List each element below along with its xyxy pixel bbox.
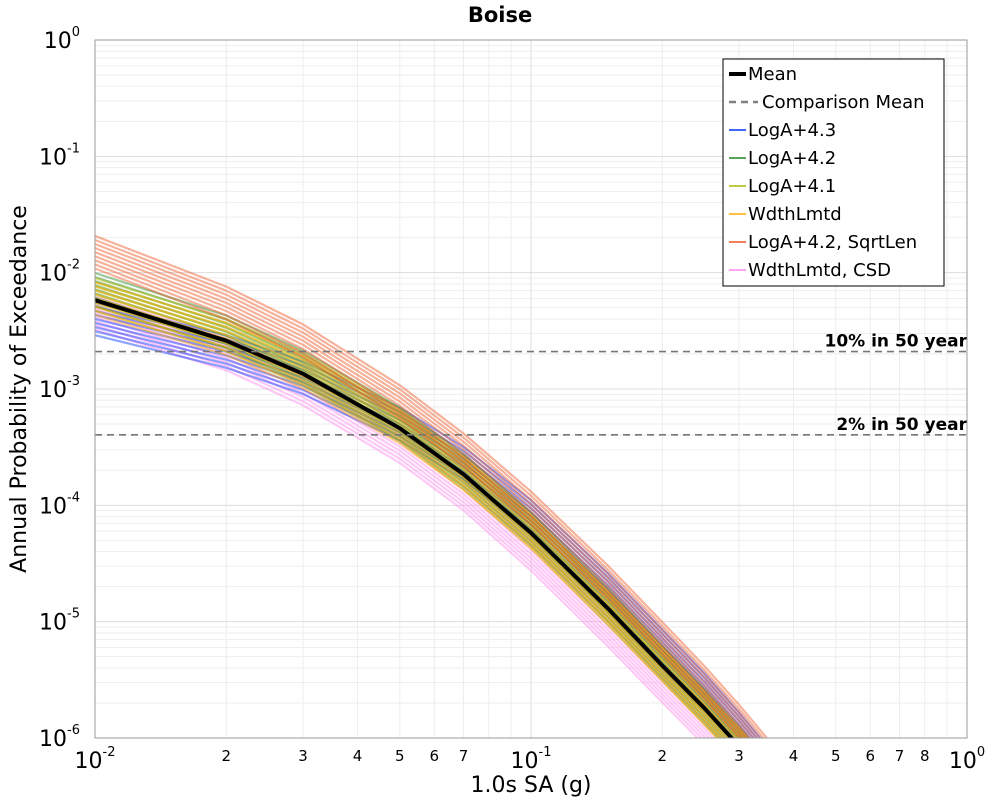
series-curve xyxy=(95,313,719,738)
y-tick-label: 10-5 xyxy=(39,607,80,636)
x-tick-label: 6 xyxy=(866,747,876,765)
series-curves xyxy=(95,234,769,738)
y-tick-label: 10-4 xyxy=(39,490,80,519)
series-curve xyxy=(95,307,719,738)
series-curve xyxy=(95,304,721,738)
series-curve xyxy=(95,305,723,738)
series-curve xyxy=(95,328,700,738)
series-curve xyxy=(95,301,731,738)
y-axis-ticks: 100 10-1 10-2 10-3 10-4 10-5 10-6 xyxy=(39,25,80,752)
series-curve xyxy=(95,309,755,738)
legend-label: LogA+4.2 xyxy=(748,148,836,169)
x-tick-label: 100 xyxy=(949,745,985,774)
series-curve xyxy=(95,300,725,738)
series-curve xyxy=(95,311,715,738)
x-tick-label: 7 xyxy=(895,747,905,765)
series-curve xyxy=(95,263,745,738)
series-curve xyxy=(95,275,747,738)
x-tick-label: 5 xyxy=(395,747,405,765)
series-curve xyxy=(95,247,759,738)
legend-label: Comparison Mean xyxy=(762,92,925,113)
legend-label: WdthLmtd xyxy=(748,204,842,225)
series-curve xyxy=(95,321,745,738)
chart-title: Boise xyxy=(468,3,532,27)
y-tick-label: 10-3 xyxy=(39,374,80,403)
series-curve xyxy=(95,317,749,738)
series-curve xyxy=(95,238,765,738)
series-curve xyxy=(95,326,742,738)
series-curve xyxy=(95,285,742,738)
series-curve xyxy=(95,324,704,738)
x-axis-ticks: 10-2 2 3 4 5 6 7 10-1 2 3 4 5 6 7 8 100 xyxy=(75,745,986,774)
series-curve xyxy=(95,316,711,738)
x-tick-label: 5 xyxy=(831,747,841,765)
x-axis-title: 1.0s SA (g) xyxy=(471,773,592,798)
series-curve xyxy=(95,271,750,738)
y-tick-label: 10-1 xyxy=(39,141,80,170)
x-tick-label: 3 xyxy=(734,747,744,765)
series-curve xyxy=(95,242,762,738)
x-tick-label: 2 xyxy=(221,747,231,765)
legend-label: Mean xyxy=(748,64,797,85)
legend-label: LogA+4.3 xyxy=(748,120,836,141)
series-curve xyxy=(95,293,738,738)
x-tick-label: 8 xyxy=(920,747,930,765)
x-tick-label: 3 xyxy=(298,747,308,765)
series-curve xyxy=(95,303,723,738)
series-curve xyxy=(95,259,748,738)
series-curve xyxy=(95,309,719,738)
x-tick-label: 4 xyxy=(353,747,363,765)
series-curve xyxy=(95,296,729,738)
reference-line-label: 2% in 50 year xyxy=(836,415,967,435)
legend-box xyxy=(722,58,945,287)
x-tick-label: 6 xyxy=(430,747,440,765)
y-tick-label: 100 xyxy=(44,25,80,54)
mean-curve xyxy=(95,298,735,738)
series-curve xyxy=(95,234,769,738)
series-curve xyxy=(95,280,743,738)
reference-lines: 10% in 50 year 2% in 50 year xyxy=(95,332,968,436)
series-curve xyxy=(95,289,739,738)
series-curve xyxy=(95,309,723,738)
series-curve xyxy=(95,267,742,738)
legend-label: LogA+4.2, SqrtLen xyxy=(748,232,917,253)
series-curve xyxy=(95,301,727,738)
series-curve xyxy=(95,255,752,738)
series-curve xyxy=(95,295,730,738)
x-tick-label: 2 xyxy=(657,747,667,765)
series-curve xyxy=(95,305,759,738)
series-curve xyxy=(95,320,708,738)
series-curve xyxy=(95,330,738,738)
x-tick-label: 10-1 xyxy=(511,745,552,774)
series-curve xyxy=(95,305,727,738)
series-curve xyxy=(95,277,749,738)
series-curve xyxy=(95,289,742,738)
series-curve xyxy=(95,293,735,738)
x-tick-label: 7 xyxy=(459,747,469,765)
x-tick-label: 4 xyxy=(789,747,799,765)
legend: Mean Comparison Mean LogA+4.3 LogA+4.2 LogA+… xyxy=(722,58,945,287)
y-tick-label: 10-6 xyxy=(39,723,80,752)
series-curve xyxy=(95,285,746,738)
series-curve xyxy=(95,281,746,738)
series-curve xyxy=(95,313,752,738)
series-curve xyxy=(95,299,727,738)
series-curve xyxy=(95,301,762,738)
series-curve xyxy=(95,251,755,738)
legend-label: WdthLmtd, CSD xyxy=(748,260,891,281)
plot-frame xyxy=(94,39,968,739)
series-curve xyxy=(95,334,735,738)
legend-label: LogA+4.1 xyxy=(748,176,836,197)
series-curve xyxy=(95,281,749,738)
x-tick-label: 10-2 xyxy=(75,745,116,774)
reference-line-label: 10% in 50 year xyxy=(825,332,968,352)
y-axis-title: Annual Probability of Exceedance xyxy=(7,205,32,573)
y-tick-label: 10-2 xyxy=(39,258,80,287)
